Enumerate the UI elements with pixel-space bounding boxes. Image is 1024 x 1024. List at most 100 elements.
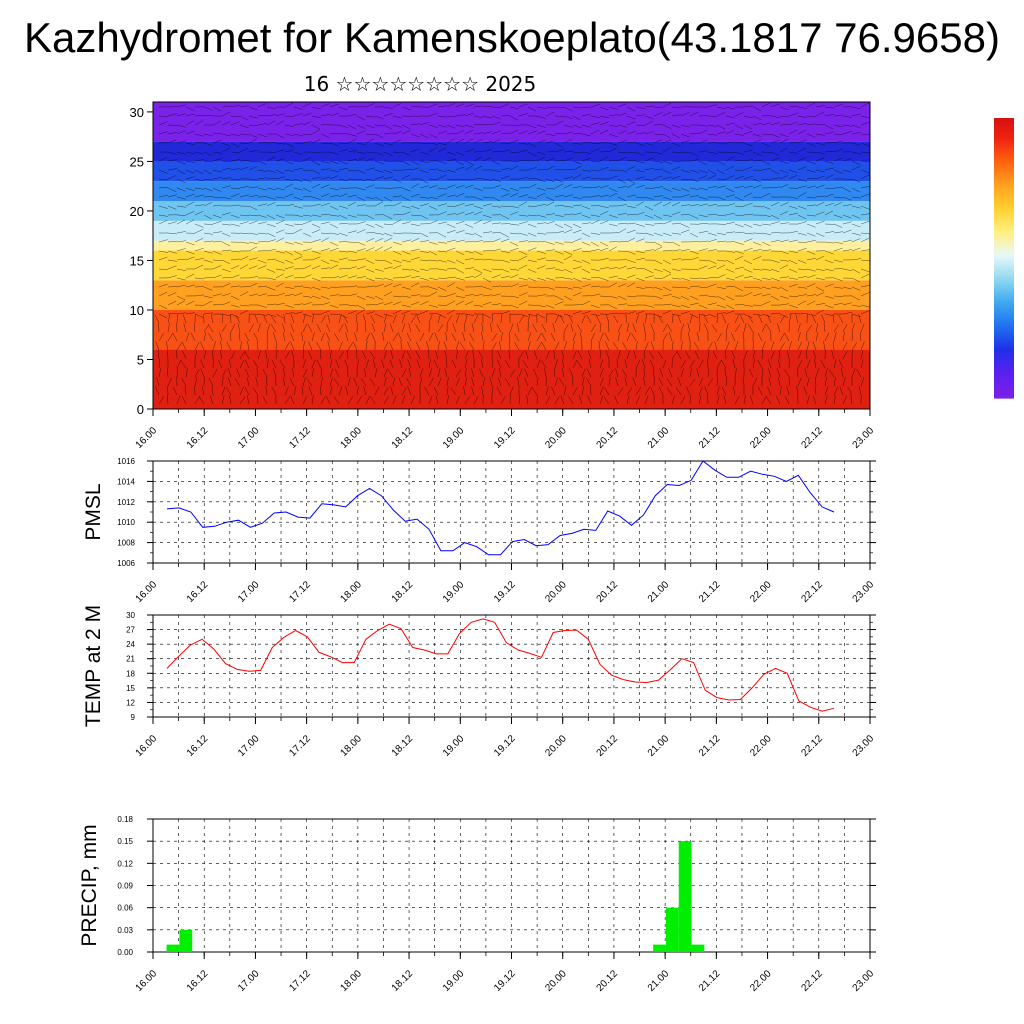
- wind-barb: [765, 396, 772, 405]
- wind-barb: [446, 293, 456, 297]
- wind-barb: [320, 221, 330, 225]
- wind-barb: [608, 369, 614, 378]
- wind-barb: [491, 268, 501, 270]
- wind-barb: [446, 159, 456, 162]
- wind-barb: [165, 341, 169, 351]
- wind-barb: [635, 277, 645, 282]
- wind-barb: [770, 286, 780, 289]
- wind-barb: [500, 285, 510, 288]
- colorbar-segment: [994, 210, 1014, 214]
- wind-barb: [284, 178, 294, 182]
- wind-barb: [653, 160, 663, 163]
- wind-barb: [860, 102, 870, 108]
- wind-barb: [644, 167, 654, 171]
- wind-barb: [509, 187, 519, 191]
- wind-barb: [472, 350, 475, 360]
- wind-barb: [302, 220, 312, 225]
- wind-barb: [338, 193, 348, 198]
- wind-barb: [275, 220, 285, 225]
- wind-barb: [554, 359, 558, 369]
- precip-y-tick-label: 0.09: [117, 882, 133, 891]
- wind-barb: [626, 295, 636, 298]
- wind-barb: [212, 259, 222, 261]
- wind-barb: [401, 286, 411, 290]
- wind-barb: [406, 332, 412, 342]
- wind-barb: [302, 274, 312, 279]
- wind-barb: [581, 300, 591, 306]
- wind-barb: [311, 368, 315, 378]
- wind-barb: [491, 196, 501, 202]
- wind-barb: [498, 368, 502, 378]
- wind-barb: [482, 106, 492, 108]
- wind-barb: [860, 213, 870, 216]
- wind-barb: [491, 222, 501, 225]
- wind-barb: [500, 214, 510, 220]
- wind-barb: [302, 368, 308, 378]
- temp-x-tick-label: 20.12: [595, 733, 621, 759]
- wind-barb: [824, 332, 830, 342]
- wind-barb: [536, 204, 546, 207]
- wind-barb: [689, 285, 699, 288]
- wind-barb: [581, 241, 591, 246]
- colorbar-segment: [994, 125, 1014, 128]
- wind-barb: [842, 124, 852, 127]
- wind-barb: [491, 293, 501, 297]
- wind-barb: [320, 332, 325, 342]
- wind-barb: [689, 159, 699, 162]
- wind-barb: [365, 359, 369, 369]
- wind-barb: [743, 268, 753, 273]
- wind-barb: [230, 332, 232, 342]
- wind-barb: [545, 196, 555, 201]
- wind-barb: [275, 259, 285, 264]
- wind-barb: [761, 214, 771, 217]
- wind-barb: [266, 169, 276, 173]
- wind-barb: [446, 103, 456, 108]
- heatmap-layer: [153, 161, 870, 182]
- wind-barb: [455, 259, 465, 265]
- wind-barb: [653, 112, 663, 117]
- wind-barb: [572, 292, 582, 297]
- wind-barb: [749, 395, 754, 405]
- wind-barb: [158, 304, 168, 310]
- colorbar-segment: [994, 343, 1014, 346]
- wind-barb: [590, 332, 596, 342]
- wind-barb: [797, 123, 807, 126]
- wind-barb: [518, 221, 528, 225]
- wind-barb: [389, 341, 394, 351]
- wind-barb: [761, 223, 771, 226]
- wind-barb: [707, 265, 717, 270]
- wind-barb: [651, 341, 655, 351]
- wind-barb: [616, 359, 619, 369]
- wind-barb: [635, 196, 645, 199]
- wind-barb: [401, 368, 407, 378]
- colorbar-segment: [994, 200, 1014, 204]
- wind-barb: [248, 115, 258, 119]
- wind-barb: [473, 156, 483, 162]
- wind-barb: [806, 359, 811, 369]
- wind-barb: [471, 377, 475, 387]
- wind-barb: [797, 359, 803, 369]
- colorbar-segment: [994, 214, 1014, 218]
- wind-barb: [806, 142, 816, 147]
- wind-barb: [500, 259, 510, 263]
- wind-barb: [347, 169, 357, 172]
- wind-barb: [212, 187, 222, 192]
- wind-barb: [586, 368, 592, 378]
- wind-barb: [365, 277, 375, 282]
- wind-barb: [347, 377, 351, 387]
- wind-barb: [716, 259, 726, 262]
- wind-barb: [464, 184, 474, 189]
- wind-barb: [590, 148, 600, 153]
- wind-barb: [383, 205, 393, 207]
- wind-barb: [860, 304, 870, 308]
- wind-barb: [333, 378, 340, 387]
- wind-barb: [554, 214, 564, 217]
- wind-barb: [221, 212, 231, 216]
- wind-barb: [851, 247, 861, 252]
- temp-x-tick-label: 17.00: [236, 733, 262, 759]
- wind-barb: [560, 395, 565, 405]
- wind-barb: [626, 159, 636, 162]
- wind-barb: [464, 223, 474, 228]
- wind-barb: [561, 350, 565, 360]
- wind-barb: [842, 187, 852, 193]
